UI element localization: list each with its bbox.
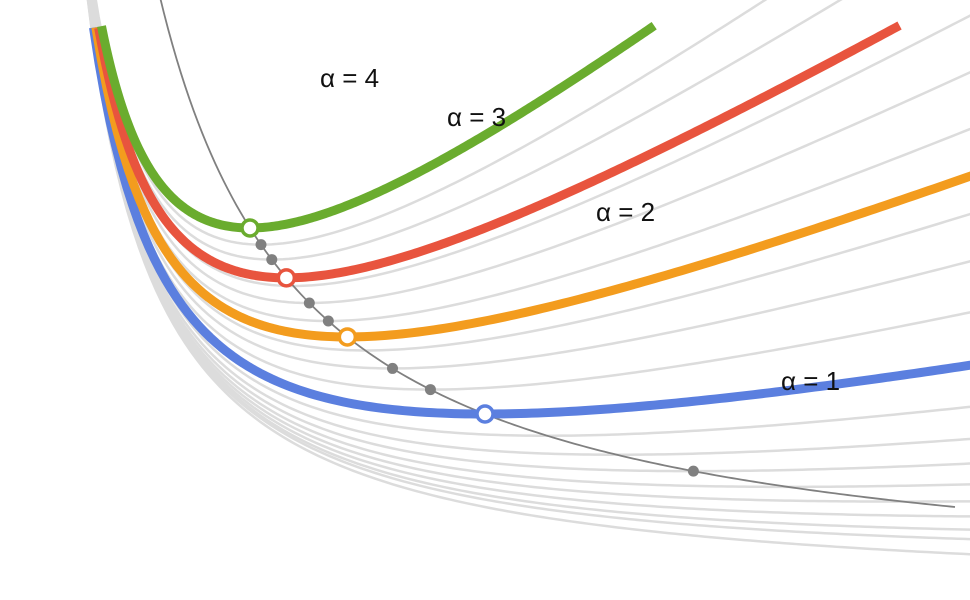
label-alpha-3: α = 3: [447, 102, 506, 132]
locus-dot: [303, 297, 315, 309]
minimum-marker-alpha-2: [337, 327, 358, 347]
background-curve: [89, 0, 970, 391]
background-curve: [88, 0, 970, 437]
background-curve: [90, 0, 970, 352]
background-curve: [86, 0, 970, 531]
background-curve: [87, 0, 970, 503]
background-curve: [87, 0, 970, 518]
series-line-alpha-1: [89, 26, 970, 419]
background-curve: [92, 0, 970, 288]
curve-labels: α = 4 α = 3 α = 2 α = 1: [320, 63, 840, 396]
highlighted-curves: [89, 21, 970, 419]
minima-locus: [159, 0, 956, 508]
minimum-marker-alpha-4: [240, 218, 260, 238]
series-line-alpha-3: [94, 21, 902, 283]
minimum-marker-alpha-3: [276, 268, 297, 288]
background-curve: [86, 0, 970, 556]
label-alpha-2: α = 2: [596, 197, 655, 227]
minimum-markers: [240, 218, 495, 424]
background-curve: [86, 0, 970, 541]
background-curve: [87, 0, 970, 456]
locus-dot: [387, 362, 399, 374]
background-curves: [86, 0, 970, 556]
locus-dot: [322, 315, 334, 327]
background-curve: [91, 0, 970, 323]
minima-locus-line: [159, 0, 956, 508]
locus-dot: [687, 465, 699, 477]
label-alpha-1: α = 1: [781, 366, 840, 396]
background-curve: [91, 0, 970, 305]
locus-dot: [266, 254, 278, 266]
series-line-alpha-2: [91, 26, 970, 342]
label-alpha-4: α = 4: [320, 63, 379, 93]
minimum-marker-alpha-1: [475, 404, 495, 424]
locus-dot: [424, 384, 436, 396]
series-line-alpha-4: [97, 21, 657, 233]
background-curve: [89, 0, 970, 370]
background-curve: [94, 0, 768, 246]
background-curve: [87, 0, 970, 473]
background-curve: [87, 0, 970, 489]
locus-dot: [255, 239, 267, 251]
